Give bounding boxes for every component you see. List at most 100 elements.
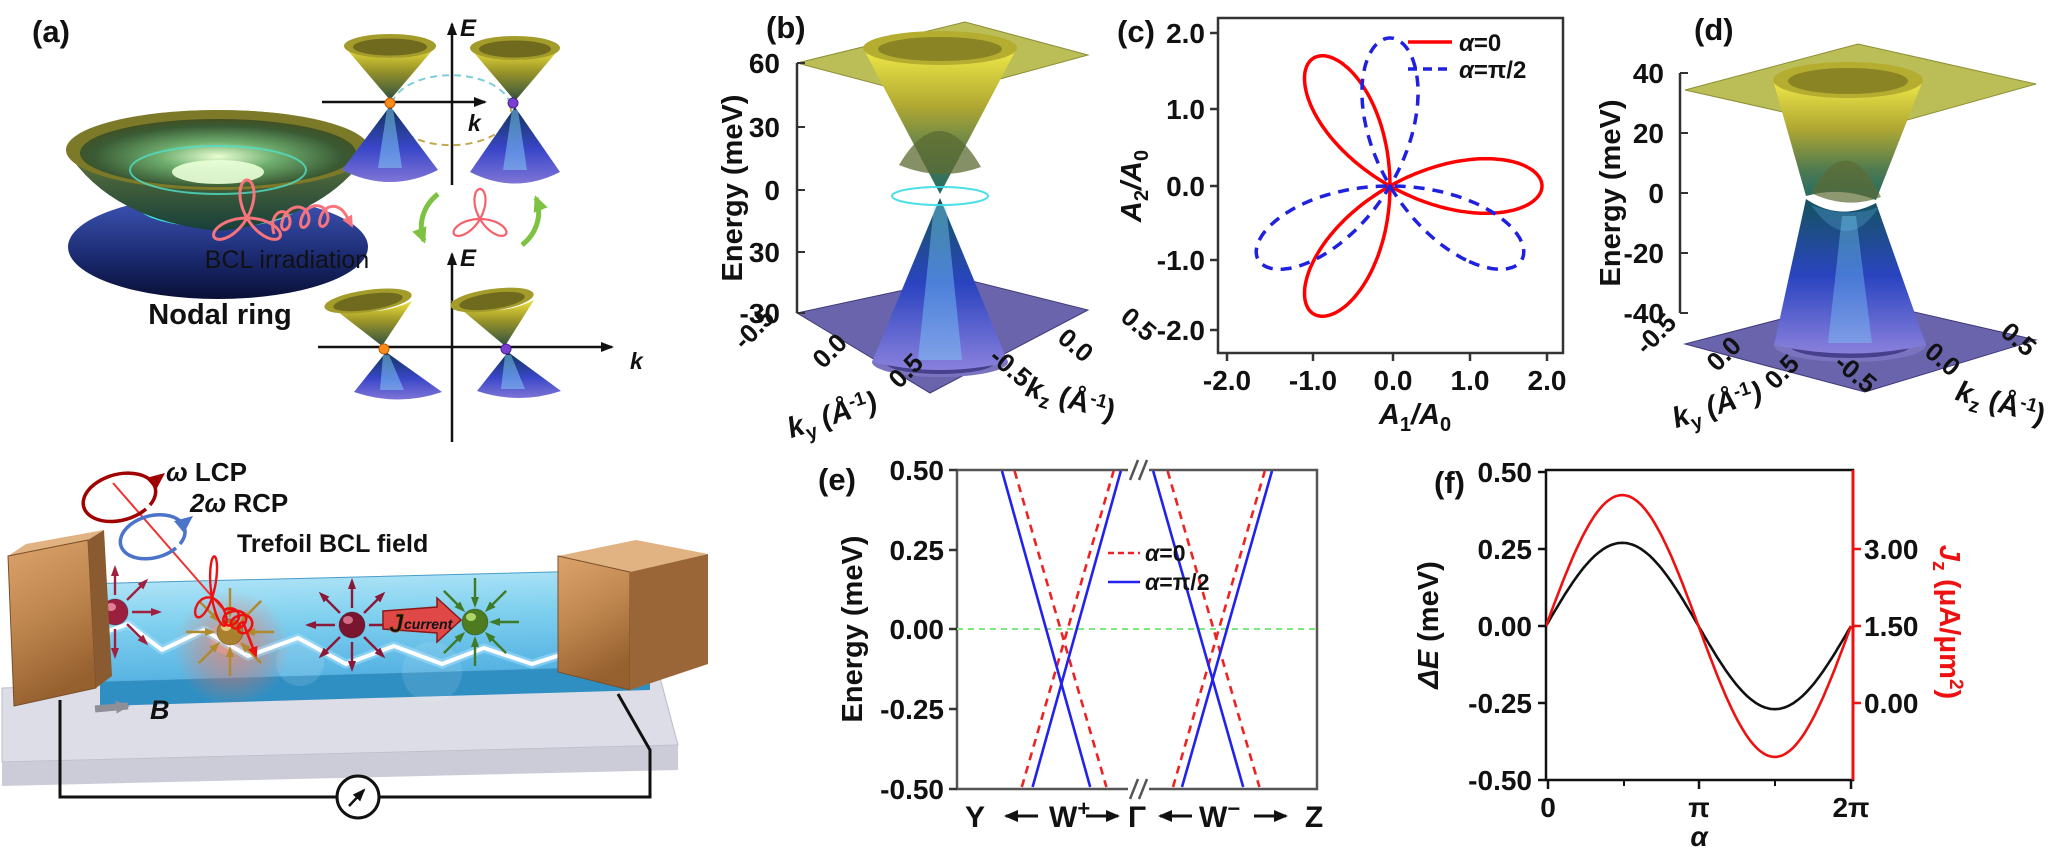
spin-arrowhead: [484, 631, 496, 643]
bcl-irradiation-icon: [271, 204, 354, 235]
atoms-with-spin-arrows: [68, 565, 519, 676]
spin-arrowhead: [137, 578, 149, 590]
kpoint-Y: Y: [965, 801, 985, 834]
spin-arrowhead: [318, 591, 330, 603]
band-line: [1180, 470, 1274, 788]
upper-cone: [1773, 80, 1923, 200]
panel-a-label: (a): [32, 14, 70, 49]
inner-band-dome: [1811, 160, 1881, 203]
panel-e-band-structure: (e) 0.50 0.25 0.00 -0.25 -0.50 Energy (m…: [818, 455, 1323, 834]
tick-label: 0.50: [890, 455, 945, 486]
panel-d-energy-axis: Energy (meV) 40 20 0 -20 -40: [1595, 58, 1688, 329]
panel-f-right-yticks: 3.00 1.50 0.00: [1853, 534, 1919, 719]
current-lightning: [76, 619, 622, 669]
tick-label: 0.0: [1166, 171, 1205, 202]
tick-label: -2.0: [1157, 315, 1205, 346]
device-illustration: J current B: [1, 178, 708, 820]
spin-arrowhead: [239, 641, 251, 653]
spin-arrowhead: [305, 621, 316, 629]
spin-arrowhead: [318, 647, 330, 659]
kpoint-Gamma: Γ: [1128, 801, 1146, 834]
trefoil-icon: [452, 187, 508, 237]
tick-label: 0.0: [1052, 322, 1099, 368]
dirac-cones-upper-diagram: E k: [322, 15, 560, 185]
spin-arrowhead: [484, 601, 496, 613]
rcp-label: 2ω RCP: [189, 488, 288, 518]
nodal-ring-waist: [891, 186, 989, 206]
spin-arrowhead: [489, 618, 500, 626]
panel-f-dual-axis-plot: (f) 0.50 0.25 0.00 -0.25 -0.50 ΔE (meV) …: [1413, 457, 1966, 849]
circuit-wire: [58, 693, 652, 799]
legend-label: α=0: [1459, 30, 1501, 57]
ammeter-needle: [348, 788, 366, 807]
spin-arrowhead: [226, 646, 234, 657]
panel-c-xticks: -2.0 -1.0 0.0 1.0 2.0: [1203, 353, 1566, 396]
tick-label: 30: [749, 237, 780, 268]
panel-f-xticks: 0 π 2π: [1540, 780, 1870, 823]
tick-label: -20: [1624, 238, 1664, 269]
upper-cone: [863, 48, 1017, 194]
panel-c-legend: α=0 α=π/2: [1408, 30, 1526, 84]
light-wave-icon: [271, 204, 354, 235]
y-axis-label: A2/A0: [1116, 150, 1153, 223]
weyl-point-orange: [378, 343, 390, 355]
rotate-arrow-right: [520, 195, 548, 247]
weyl-point-orange: [384, 97, 396, 109]
lcp-spiral: [81, 471, 158, 524]
tick-label: 1.0: [1451, 365, 1490, 396]
weyl-point-purple: [507, 97, 519, 109]
panel-c-yticks: 2.0 1.0 0.0 -1.0 -2.0: [1157, 18, 1218, 346]
panel-d-surface-art: [1683, 43, 2038, 393]
dirac-cones-lower-diagram: E k: [318, 245, 644, 442]
spin-arrowhead: [137, 634, 149, 646]
panel-a-illustration: (a) Nodal ring E k BCL irrad: [1, 14, 708, 820]
trefoil-curve: [1302, 54, 1544, 319]
weyl-point-purple: [500, 343, 512, 355]
tick-label: -1.0: [1157, 245, 1205, 276]
panel-c-label: (c): [1117, 14, 1155, 49]
energy-axis-label: Energy (meV): [1595, 100, 1627, 287]
spin-arrowhead: [151, 608, 162, 616]
tick-label: 0: [1540, 792, 1556, 823]
inner-band-bowl: [1811, 205, 1879, 232]
E-axis-label: E: [460, 15, 477, 42]
tick-label: 2π: [1832, 792, 1869, 823]
panel-e-kpath-labels: Y W+ Γ W− Z: [965, 796, 1323, 834]
bcl-coil-to-sample: [222, 607, 258, 658]
atom-highlight: [343, 616, 353, 624]
panel-f-label: (f): [1434, 465, 1465, 500]
panel-e-legend: α=0 α=π/2: [1108, 540, 1210, 595]
tick-label: 0.00: [1864, 688, 1919, 719]
electrode-left: [7, 530, 112, 707]
tick-label: -2.0: [1203, 365, 1251, 396]
x-axis-label: A1/A0: [1378, 399, 1451, 436]
current-label-sub: current: [404, 616, 454, 632]
trefoil-curve: [1254, 36, 1526, 271]
spin-arrowhead: [454, 601, 466, 613]
panel-e-yticks: 0.50 0.25 0.00 -0.25 -0.50: [880, 455, 957, 805]
tick-label: 0.00: [890, 614, 945, 645]
k-axis-label: k: [468, 110, 482, 136]
panel-b-3d-band-plot: (b) Energy (meV) 60 30 0 30 -30 -0.5 0.0…: [717, 10, 1162, 445]
tick-label: 2.0: [1166, 18, 1205, 49]
panel-e-label: (e): [818, 462, 856, 497]
panel-d-label: (d): [1694, 12, 1734, 47]
atom-highlight: [466, 613, 476, 621]
tick-label: 1.50: [1864, 611, 1919, 642]
spin-arrowhead: [374, 647, 386, 659]
beam-axis: [112, 482, 223, 609]
tick-label: 1.0: [1166, 94, 1205, 125]
spin-arrowhead: [111, 648, 119, 659]
ammeter: [335, 774, 381, 820]
nodal-ring-caption: Nodal ring: [148, 299, 291, 331]
panel-b-label: (b): [766, 10, 806, 45]
spin-arrowhead: [348, 578, 356, 589]
kz-axis-label: kz (Å-1): [1021, 370, 1119, 432]
spin-arrowhead: [348, 661, 356, 672]
tick-label: 60: [749, 48, 780, 79]
panel-b-surface-art: [795, 21, 1090, 394]
band-line: [1151, 470, 1245, 788]
tick-label: -0.25: [880, 694, 944, 725]
spin-arrowhead: [374, 591, 386, 603]
